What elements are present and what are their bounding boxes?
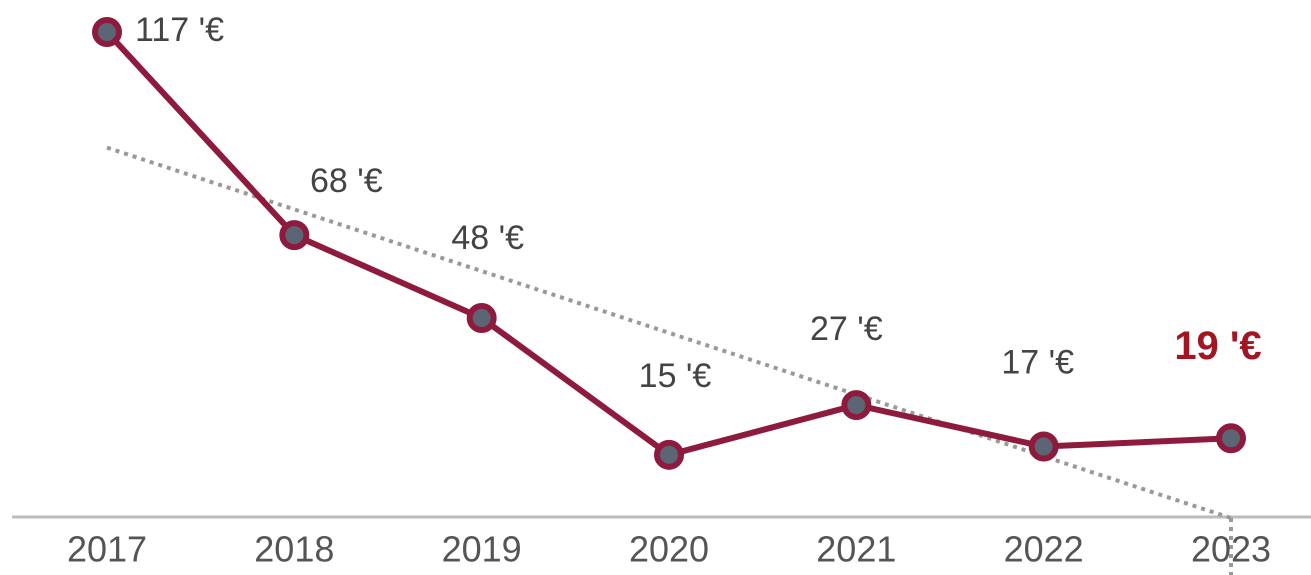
data-label: 117 '€ xyxy=(135,11,224,49)
data-label: 48 '€ xyxy=(451,219,524,257)
x-tick-label: 2018 xyxy=(254,529,334,570)
point xyxy=(1028,431,1059,462)
point xyxy=(466,303,497,334)
point xyxy=(279,220,310,251)
x-tick-label: 2022 xyxy=(1004,529,1084,570)
data-label: 68 '€ xyxy=(310,162,383,200)
x-tick-label: 2020 xyxy=(629,529,709,570)
data-label: 15 '€ xyxy=(639,357,712,395)
x-tick-label: 2023 xyxy=(1191,529,1271,570)
x-tick-label: 2021 xyxy=(816,529,896,570)
data-label: 27 '€ xyxy=(810,310,883,348)
point xyxy=(92,17,122,48)
point xyxy=(654,439,684,470)
x-tick-label: 2017 xyxy=(67,529,147,570)
data-label: 17 '€ xyxy=(1001,344,1074,382)
x-tick-label: 2019 xyxy=(442,529,522,570)
point xyxy=(1216,423,1246,454)
highlight-label: 19 '€ xyxy=(1174,324,1261,368)
point xyxy=(841,390,872,421)
